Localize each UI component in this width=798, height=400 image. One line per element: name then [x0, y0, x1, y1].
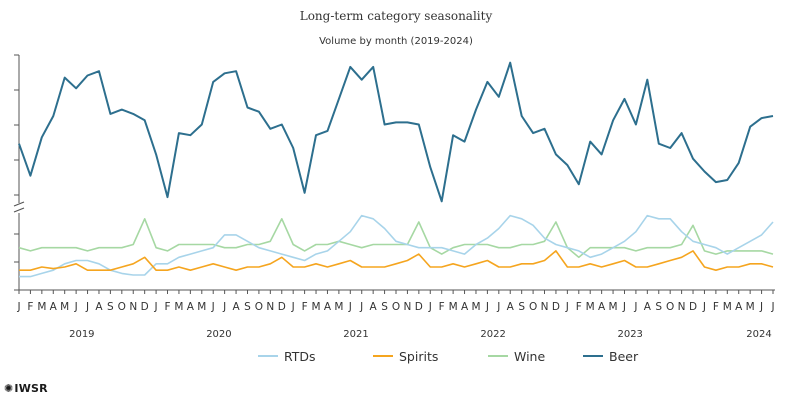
x-tick-label: D [415, 301, 423, 313]
x-tick-label: O [255, 301, 263, 313]
x-tick-label: M [471, 301, 480, 313]
x-tick-label: J [222, 301, 226, 313]
x-tick-label: S [518, 301, 525, 313]
x-tick-label: J [622, 301, 626, 313]
x-tick-label: N [403, 301, 411, 313]
x-tick-label: J [291, 301, 295, 313]
x-tick-label: J [633, 301, 637, 313]
x-tick-label: O [529, 301, 537, 313]
series-line-spirits [19, 250, 774, 271]
x-tick-label: J [770, 301, 774, 313]
x-tick-label: A [50, 301, 58, 313]
x-tick-label: J [16, 301, 20, 313]
series-line-rtds [19, 214, 774, 278]
x-tick-label: S [655, 301, 662, 313]
legend-label-rtds: RTDs [284, 349, 316, 364]
series-line-beer [18, 61, 774, 203]
x-tick-label: J [154, 301, 158, 313]
x-tick-label: J [74, 301, 78, 313]
x-tick-label: A [644, 301, 652, 313]
year-label: 2022 [480, 329, 505, 340]
legend-label-beer: Beer [609, 349, 639, 364]
x-tick-label: M [609, 301, 618, 313]
x-tick-label: M [37, 301, 46, 313]
x-tick-label: N [266, 301, 274, 313]
x-tick-label: A [187, 301, 195, 313]
x-tick-label: J [565, 301, 569, 313]
legend-label-spirits: Spirits [399, 349, 438, 364]
x-tick-label: M [60, 301, 69, 313]
axis-break-mark [13, 201, 25, 213]
x-tick-label: A [232, 301, 240, 313]
x-tick-label: M [334, 301, 343, 313]
legend-label-wine: Wine [514, 349, 545, 364]
x-tick-label: F [302, 301, 308, 313]
x-tick-label: A [598, 301, 606, 313]
x-tick-label: F [164, 301, 170, 313]
x-tick-label: M [197, 301, 206, 313]
iwsr-logo: ✺IWSR [4, 382, 48, 395]
x-tick-label: M [586, 301, 595, 313]
x-tick-label: N [129, 301, 137, 313]
x-tick-label: J [211, 301, 215, 313]
x-tick-label: D [689, 301, 697, 313]
year-label: 2021 [343, 329, 368, 340]
x-tick-label: J [85, 301, 89, 313]
x-tick-label: N [541, 301, 549, 313]
x-tick-label: A [370, 301, 378, 313]
x-tick-label: N [678, 301, 686, 313]
x-tick-label: J [496, 301, 500, 313]
x-tick-label: A [735, 301, 743, 313]
plot-area [18, 61, 774, 278]
year-label: 2024 [746, 329, 771, 340]
x-tick-label: A [507, 301, 515, 313]
x-tick-label: M [746, 301, 755, 313]
x-tick-label: J [348, 301, 352, 313]
x-tick-label: D [141, 301, 149, 313]
x-tick-label: O [666, 301, 674, 313]
x-tick-label: J [485, 301, 489, 313]
x-tick-label: F [439, 301, 445, 313]
x-tick-label: D [552, 301, 560, 313]
x-tick-label: J [428, 301, 432, 313]
x-tick-label: S [107, 301, 114, 313]
x-tick-label: O [392, 301, 400, 313]
logo-text: IWSR [14, 382, 48, 395]
x-tick-label: M [449, 301, 458, 313]
x-tick-label: M [311, 301, 320, 313]
x-tick-label: J [702, 301, 706, 313]
x-tick-label: M [723, 301, 732, 313]
chart-title: Long-term category seasonality [300, 9, 493, 23]
x-tick-label: S [244, 301, 251, 313]
x-tick-label: F [713, 301, 719, 313]
y-axis [13, 54, 25, 291]
chart-subtitle: Volume by month (2019-2024) [319, 36, 473, 47]
x-tick-label: M [174, 301, 183, 313]
x-tick-label: S [381, 301, 388, 313]
x-tick-label: J [359, 301, 363, 313]
x-tick-label: F [576, 301, 582, 313]
x-tick-label: A [461, 301, 469, 313]
x-tick-label: O [118, 301, 126, 313]
legend: RTDs Spirits Wine Beer [258, 349, 639, 364]
year-label: 2020 [206, 329, 231, 340]
year-label: 2023 [617, 329, 642, 340]
x-tick-label: A [324, 301, 332, 313]
x-tick-label: D [278, 301, 286, 313]
x-tick-label: F [27, 301, 33, 313]
series-line-wine [18, 218, 774, 259]
x-tick-label: J [759, 301, 763, 313]
year-label: 2019 [69, 329, 94, 340]
x-tick-label: A [95, 301, 103, 313]
